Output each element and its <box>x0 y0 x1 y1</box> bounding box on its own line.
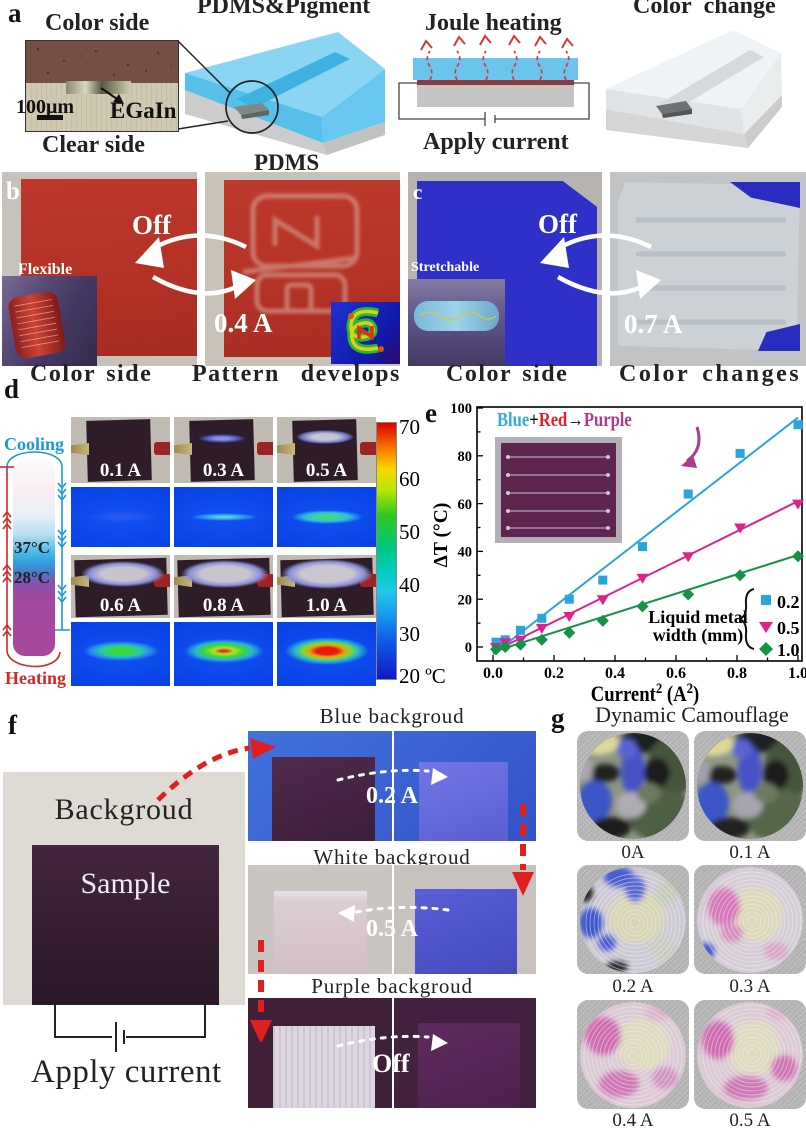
svg-text:ΔT (°C): ΔT (°C) <box>431 503 452 568</box>
svg-text:0.2: 0.2 <box>544 665 564 682</box>
svg-text:0.6: 0.6 <box>666 665 686 682</box>
svg-text:Liquid metal: Liquid metal <box>648 607 748 627</box>
svg-text:0.8: 0.8 <box>727 665 747 682</box>
svg-text:100: 100 <box>450 401 472 417</box>
svg-text:width (mm): width (mm) <box>653 625 744 646</box>
svg-text:0.2: 0.2 <box>777 592 800 612</box>
svg-text:0.0: 0.0 <box>483 665 503 682</box>
svg-text:1.0: 1.0 <box>777 640 800 660</box>
svg-text:0.5: 0.5 <box>777 618 800 638</box>
svg-text:20: 20 <box>458 593 473 609</box>
svg-text:Blue+Red→Purple: Blue+Red→Purple <box>497 409 632 431</box>
svg-text:60: 60 <box>458 497 473 513</box>
svg-text:0: 0 <box>465 640 472 656</box>
svg-text:0.4: 0.4 <box>605 665 625 682</box>
svg-text:Current2 (A2): Current2 (A2) <box>591 681 699 706</box>
svg-text:1.0: 1.0 <box>788 665 806 682</box>
svg-text:40: 40 <box>458 545 473 561</box>
svg-text:80: 80 <box>458 449 473 465</box>
